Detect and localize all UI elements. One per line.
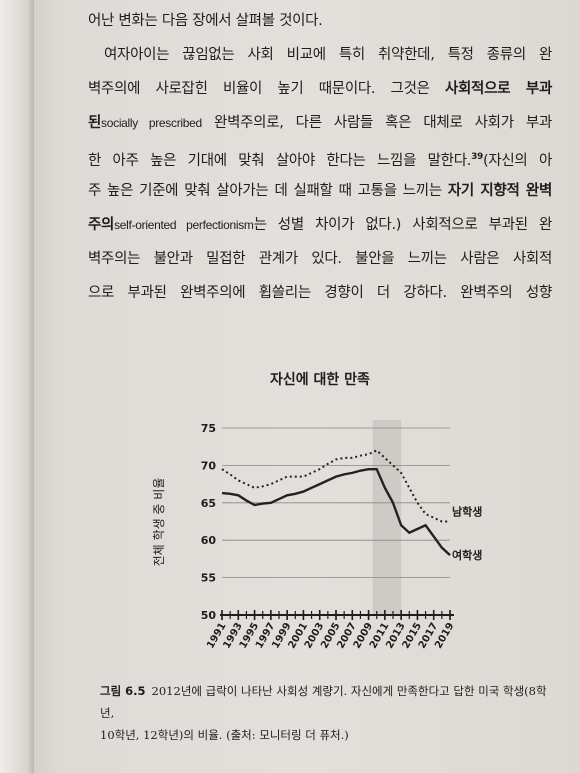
caption-label: 그림 6.5 xyxy=(100,684,146,698)
footnote-ref: 39 xyxy=(471,152,483,162)
text-span: 여자아이는 끊임없는 사회 비교에 특히 취약한데, 특정 종류의 완 xyxy=(104,47,552,63)
chart-title: 자신에 대한 만족 xyxy=(270,372,370,388)
text-span: 사회적으로 부과 xyxy=(444,81,552,97)
caption-text: 2012년에 급락이 나타난 사회성 계량기. 자신에게 만족한다고 답한 미국… xyxy=(100,684,547,720)
text-span: 된 xyxy=(88,115,102,131)
caption-text: 10학년, 12학년)의 비율. (출처: 모니터링 더 퓨처.) xyxy=(100,728,349,742)
text-span: (자신의 아 xyxy=(483,152,552,169)
text-span: 벽주의는 불안과 밀접한 관계가 있다. 불안을 느끼는 사람은 사회적 xyxy=(88,251,552,267)
body-text: 어난 변화는 다음 장에서 살펴볼 것이다. 여자아이는 끊임없는 사회 비교에 … xyxy=(88,6,552,312)
text-line: 여자아이는 끊임없는 사회 비교에 특히 취약한데, 특정 종류의 완 xyxy=(88,40,552,74)
caption-line: 10학년, 12학년)의 비율. (출처: 모니터링 더 퓨처.) xyxy=(100,724,560,746)
text-span: 어난 변화는 다음 장에서 살펴볼 것이다. xyxy=(88,13,323,29)
y-tick-label: 70 xyxy=(201,459,217,472)
shaded-period xyxy=(372,420,402,615)
text-line: 한 아주 높은 기대에 맞춰 살아야 한다는 느낌을 말한다.39(자신의 아 xyxy=(88,142,552,176)
y-tick-label: 60 xyxy=(201,534,217,547)
text-span: 는 성별 차이가 없다.) 사회적으로 부과된 완 xyxy=(253,217,553,233)
text-line: 어난 변화는 다음 장에서 살펴볼 것이다. xyxy=(88,6,552,40)
text-span: 벽주의에 사로잡힌 비율이 높기 때문이다. 그것은 xyxy=(88,81,445,97)
text-span: 완벽주의로, 다른 사람들 혹은 대체로 사회가 부과 xyxy=(201,115,552,131)
y-tick-label: 50 xyxy=(201,609,217,622)
figure-caption: 그림 6.5 2012년에 급락이 나타난 사회성 계량기. 자신에게 만족한다고… xyxy=(100,680,560,746)
text-span: 주 높은 기준에 맞춰 살아가는 데 실패할 때 고통을 느끼는 xyxy=(88,183,448,199)
text-line: 벽주의에 사로잡힌 비율이 높기 때문이다. 그것은 사회적으로 부과 xyxy=(88,74,552,108)
series-label: 남학생 xyxy=(452,505,482,519)
text-line: 으로 부과된 완벽주의에 휩쓸리는 경향이 더 강하다. 완벽주의 성향 xyxy=(88,278,552,312)
text-span: 으로 부과된 완벽주의에 휩쓸리는 경향이 더 강하다. 완벽주의 성향 xyxy=(88,285,552,301)
text-line: 벽주의는 불안과 밀접한 관계가 있다. 불안을 느끼는 사람은 사회적 xyxy=(88,244,552,278)
text-line: 주 높은 기준에 맞춰 살아가는 데 실패할 때 고통을 느끼는 자기 지향적 … xyxy=(88,176,552,210)
text-line: 주의self-oriented perfectionism는 성별 차이가 없다… xyxy=(88,210,552,244)
text-span: socially prescribed xyxy=(101,116,202,130)
text-span: 자기 지향적 완벽 xyxy=(447,183,553,199)
series-label: 여학생 xyxy=(452,548,482,562)
facing-page-edge xyxy=(0,0,34,773)
series-line xyxy=(221,449,450,523)
y-axis-label: 전체 학생 중 비율 xyxy=(152,478,166,567)
text-line: 된socially prescribed 완벽주의로, 다른 사람들 혹은 대체… xyxy=(88,108,552,142)
text-span: 주의 xyxy=(88,217,115,233)
text-span: 한 아주 높은 기대에 맞춰 살아야 한다는 느낌을 말한다. xyxy=(88,152,472,169)
series-line xyxy=(221,467,451,557)
y-tick-label: 65 xyxy=(201,497,216,510)
y-tick-label: 75 xyxy=(201,422,216,435)
y-tick-label: 55 xyxy=(201,572,216,585)
caption-line: 그림 6.5 2012년에 급락이 나타난 사회성 계량기. 자신에게 만족한다고… xyxy=(100,680,560,724)
text-span: self-oriented perfectionism xyxy=(114,218,254,232)
